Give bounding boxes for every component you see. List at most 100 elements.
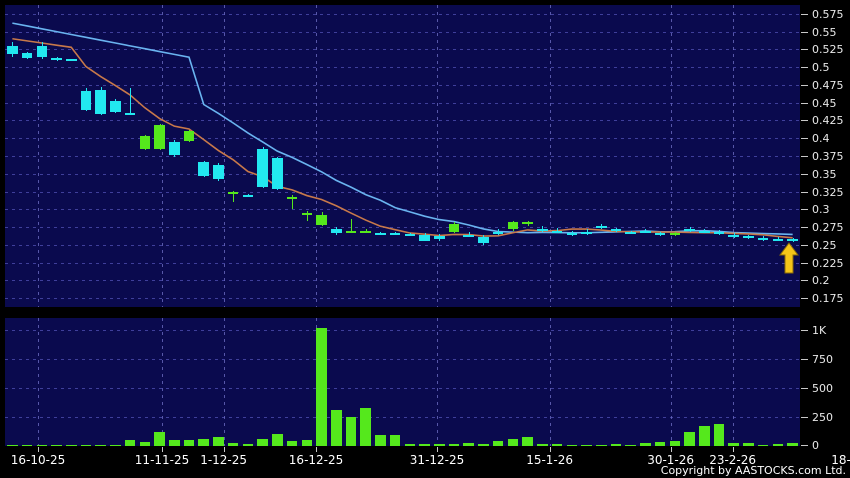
volume-bar[interactable]: [227, 442, 239, 446]
volume-bar[interactable]: [478, 443, 489, 446]
volume-bar[interactable]: [21, 445, 33, 446]
candle-body[interactable]: [757, 237, 769, 240]
volume-bar[interactable]: [95, 445, 106, 446]
candle-body[interactable]: [301, 212, 313, 215]
candle-body[interactable]: [684, 229, 695, 232]
candle-body[interactable]: [7, 45, 18, 55]
volume-bar[interactable]: [492, 441, 504, 446]
volume-bar[interactable]: [566, 444, 578, 446]
volume-bar[interactable]: [743, 443, 754, 446]
volume-bar[interactable]: [610, 444, 622, 446]
volume-bar[interactable]: [389, 434, 401, 446]
candle-body[interactable]: [272, 158, 283, 189]
candle-body[interactable]: [478, 237, 489, 244]
candle-body[interactable]: [713, 232, 725, 235]
candle-body[interactable]: [375, 233, 386, 236]
volume-bar[interactable]: [522, 436, 533, 446]
volume-bar[interactable]: [272, 433, 283, 446]
volume-bar[interactable]: [625, 444, 636, 446]
volume-chart-panel[interactable]: [5, 318, 800, 446]
candle-body[interactable]: [330, 229, 342, 234]
volume-bar[interactable]: [183, 439, 195, 446]
volume-bar[interactable]: [257, 439, 268, 446]
volume-bar[interactable]: [110, 445, 121, 446]
volume-bar[interactable]: [507, 438, 519, 446]
candle-body[interactable]: [124, 112, 136, 115]
volume-bar[interactable]: [36, 444, 48, 446]
candle-body[interactable]: [183, 131, 195, 142]
volume-bar[interactable]: [419, 444, 430, 446]
candle-body[interactable]: [139, 136, 151, 149]
candle-body[interactable]: [404, 234, 416, 237]
candle-body[interactable]: [772, 239, 784, 242]
volume-bar[interactable]: [316, 328, 327, 446]
candle-body[interactable]: [492, 232, 504, 235]
candle-body[interactable]: [316, 214, 327, 225]
volume-bar[interactable]: [404, 444, 416, 446]
volume-bar[interactable]: [139, 441, 151, 446]
volume-bar[interactable]: [7, 445, 18, 446]
volume-bar[interactable]: [330, 409, 342, 446]
volume-bar[interactable]: [463, 443, 475, 446]
candle-body[interactable]: [51, 57, 62, 60]
volume-bar[interactable]: [684, 432, 695, 446]
candle-body[interactable]: [654, 233, 666, 236]
volume-bar[interactable]: [301, 439, 313, 446]
volume-bar[interactable]: [242, 443, 254, 446]
candle-body[interactable]: [227, 191, 239, 194]
volume-bar[interactable]: [375, 435, 386, 446]
candle-body[interactable]: [360, 230, 371, 233]
candle-body[interactable]: [448, 223, 460, 233]
candle-body[interactable]: [566, 233, 578, 236]
candle-body[interactable]: [110, 101, 121, 112]
volume-bar[interactable]: [286, 441, 298, 446]
volume-bar[interactable]: [654, 442, 666, 446]
candle-body[interactable]: [95, 89, 106, 115]
volume-bar[interactable]: [787, 443, 798, 446]
volume-bar[interactable]: [537, 443, 548, 446]
volume-bar[interactable]: [757, 444, 769, 446]
candle-body[interactable]: [36, 45, 48, 58]
candle-body[interactable]: [286, 196, 298, 199]
candle-body[interactable]: [154, 125, 165, 149]
volume-bar[interactable]: [551, 444, 563, 446]
candle-body[interactable]: [198, 162, 210, 176]
volume-bar[interactable]: [595, 445, 607, 446]
volume-bar[interactable]: [772, 443, 784, 446]
volume-bar[interactable]: [728, 442, 740, 446]
volume-bar[interactable]: [124, 439, 136, 446]
volume-bar[interactable]: [345, 416, 357, 446]
candle-body[interactable]: [80, 91, 92, 110]
candle-body[interactable]: [669, 233, 681, 236]
volume-bar[interactable]: [434, 443, 445, 446]
candle-body[interactable]: [537, 229, 548, 232]
candle-body[interactable]: [213, 164, 224, 180]
candle-body[interactable]: [522, 222, 533, 225]
candle-body[interactable]: [728, 234, 740, 237]
volume-bar[interactable]: [360, 407, 371, 446]
candle-body[interactable]: [610, 229, 622, 232]
candle-body[interactable]: [625, 232, 636, 235]
candle-body[interactable]: [21, 52, 33, 58]
candle-body[interactable]: [743, 236, 754, 239]
volume-bar[interactable]: [669, 440, 681, 446]
candle-body[interactable]: [581, 232, 592, 235]
candle-body[interactable]: [169, 141, 180, 156]
candle-body[interactable]: [65, 59, 77, 62]
candle-body[interactable]: [257, 148, 268, 187]
candle-body[interactable]: [551, 230, 563, 233]
candle-body[interactable]: [640, 231, 651, 234]
price-chart-panel[interactable]: [5, 5, 800, 307]
volume-bar[interactable]: [80, 445, 92, 446]
volume-bar[interactable]: [198, 439, 210, 446]
volume-bar[interactable]: [448, 443, 460, 446]
candle-body[interactable]: [434, 236, 445, 240]
candle-body[interactable]: [787, 239, 798, 242]
volume-bar[interactable]: [640, 442, 651, 446]
volume-bar[interactable]: [169, 440, 180, 446]
volume-bar[interactable]: [581, 444, 592, 446]
volume-bar[interactable]: [213, 436, 224, 446]
candle-body[interactable]: [463, 234, 475, 237]
volume-bar[interactable]: [699, 425, 710, 446]
candle-body[interactable]: [242, 195, 254, 198]
